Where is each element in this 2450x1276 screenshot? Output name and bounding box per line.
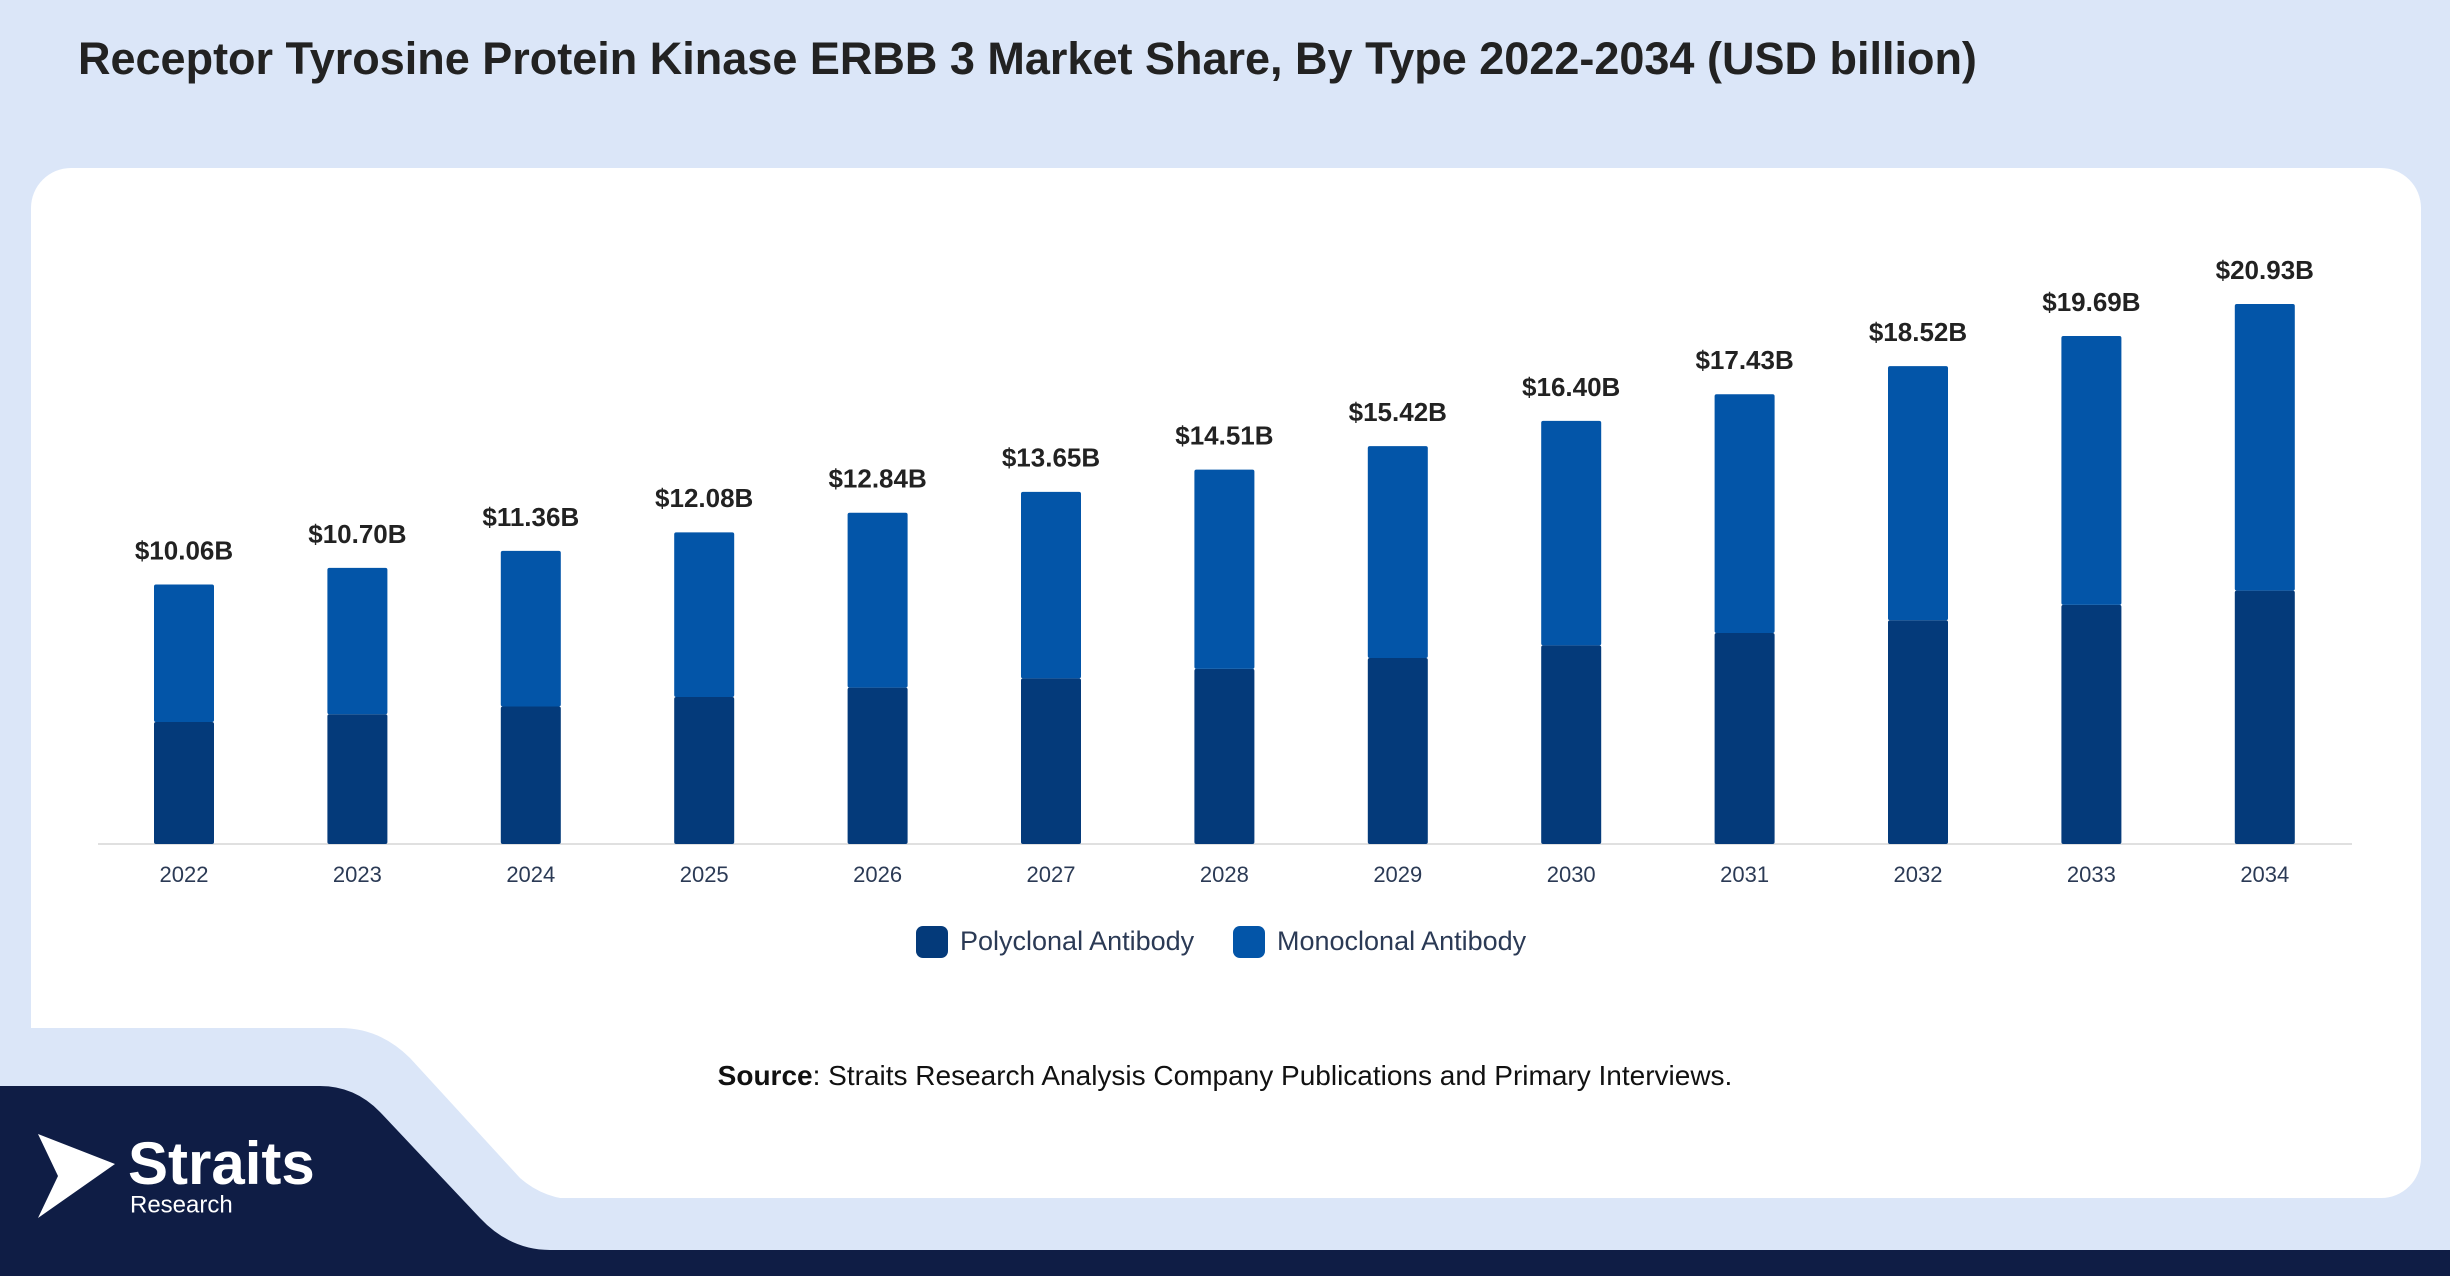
total-label: $10.70B [308, 519, 406, 549]
bar-segment [2234, 304, 2295, 591]
logo-mark [38, 1134, 115, 1218]
bar-segment [1367, 657, 1428, 844]
total-label: $12.84B [828, 464, 926, 494]
source-label: Source [718, 1060, 813, 1091]
total-label: $19.69B [2042, 287, 2140, 317]
x-tick-label: 2030 [1547, 862, 1596, 887]
legend-swatch [916, 926, 948, 958]
x-tick-label: 2027 [1027, 862, 1076, 887]
x-tick-label: 2029 [1373, 862, 1422, 887]
x-tick-label: 2026 [853, 862, 902, 887]
total-label: $10.06B [135, 535, 233, 565]
bar-segment [1541, 645, 1602, 844]
total-label: $12.08B [655, 483, 753, 513]
chart-title: Receptor Tyrosine Protein Kinase ERBB 3 … [78, 33, 1977, 84]
bar-segment [2061, 335, 2122, 605]
x-tick-label: 2028 [1200, 862, 1249, 887]
bar-segment [1714, 632, 1775, 844]
x-tick-label: 2031 [1720, 862, 1769, 887]
source-text: : Straits Research Analysis Company Publ… [813, 1060, 1733, 1091]
bar-segment [1021, 491, 1081, 679]
bar-segment [154, 584, 214, 722]
footer-band [0, 1086, 2450, 1276]
total-label: $17.43B [1695, 345, 1793, 375]
legend-label: Monoclonal Antibody [1277, 926, 1527, 956]
bar-segment [847, 687, 908, 844]
bar-segment [1714, 394, 1775, 633]
x-tick-label: 2034 [2240, 862, 2289, 887]
legend-label: Polyclonal Antibody [960, 926, 1195, 956]
x-tick-label: 2032 [1894, 862, 1943, 887]
total-label: $18.52B [1869, 317, 1967, 347]
bar-segment [1541, 420, 1602, 646]
bar-segment [327, 567, 388, 715]
bar-segment [674, 532, 735, 697]
logo-tagline: Research [130, 1191, 233, 1218]
source-note: Source: Straits Research Analysis Compan… [718, 1060, 1733, 1091]
bar-segment [1021, 678, 1081, 844]
total-label: $16.40B [1522, 372, 1620, 402]
card-notch [0, 1028, 2450, 1276]
bar-segment [847, 512, 908, 688]
bar-segment [1194, 668, 1255, 844]
legend-swatch [1233, 926, 1265, 958]
total-label: $14.51B [1175, 421, 1273, 451]
bar-segment [1888, 366, 1948, 621]
bar-segment [154, 721, 214, 844]
bar-segment [327, 714, 388, 844]
total-label: $11.36B [482, 502, 579, 532]
bar-segment [1888, 620, 1948, 844]
x-tick-label: 2023 [333, 862, 382, 887]
total-label: $20.93B [2216, 255, 2314, 285]
logo-name: Straits [128, 1130, 315, 1197]
total-label: $15.42B [1349, 397, 1447, 427]
bar-segment [500, 706, 561, 844]
x-tick-label: 2024 [506, 862, 555, 887]
bar-segment [2061, 604, 2122, 844]
bar-segment [2234, 590, 2295, 844]
x-tick-label: 2033 [2067, 862, 2116, 887]
x-tick-label: 2025 [680, 862, 729, 887]
x-tick-label: 2022 [160, 862, 209, 887]
bar-segment [500, 550, 561, 707]
total-label: $13.65B [1002, 443, 1100, 473]
bar-segment [1367, 446, 1428, 658]
bar-segment [1194, 469, 1255, 669]
bar-segment [674, 696, 735, 844]
